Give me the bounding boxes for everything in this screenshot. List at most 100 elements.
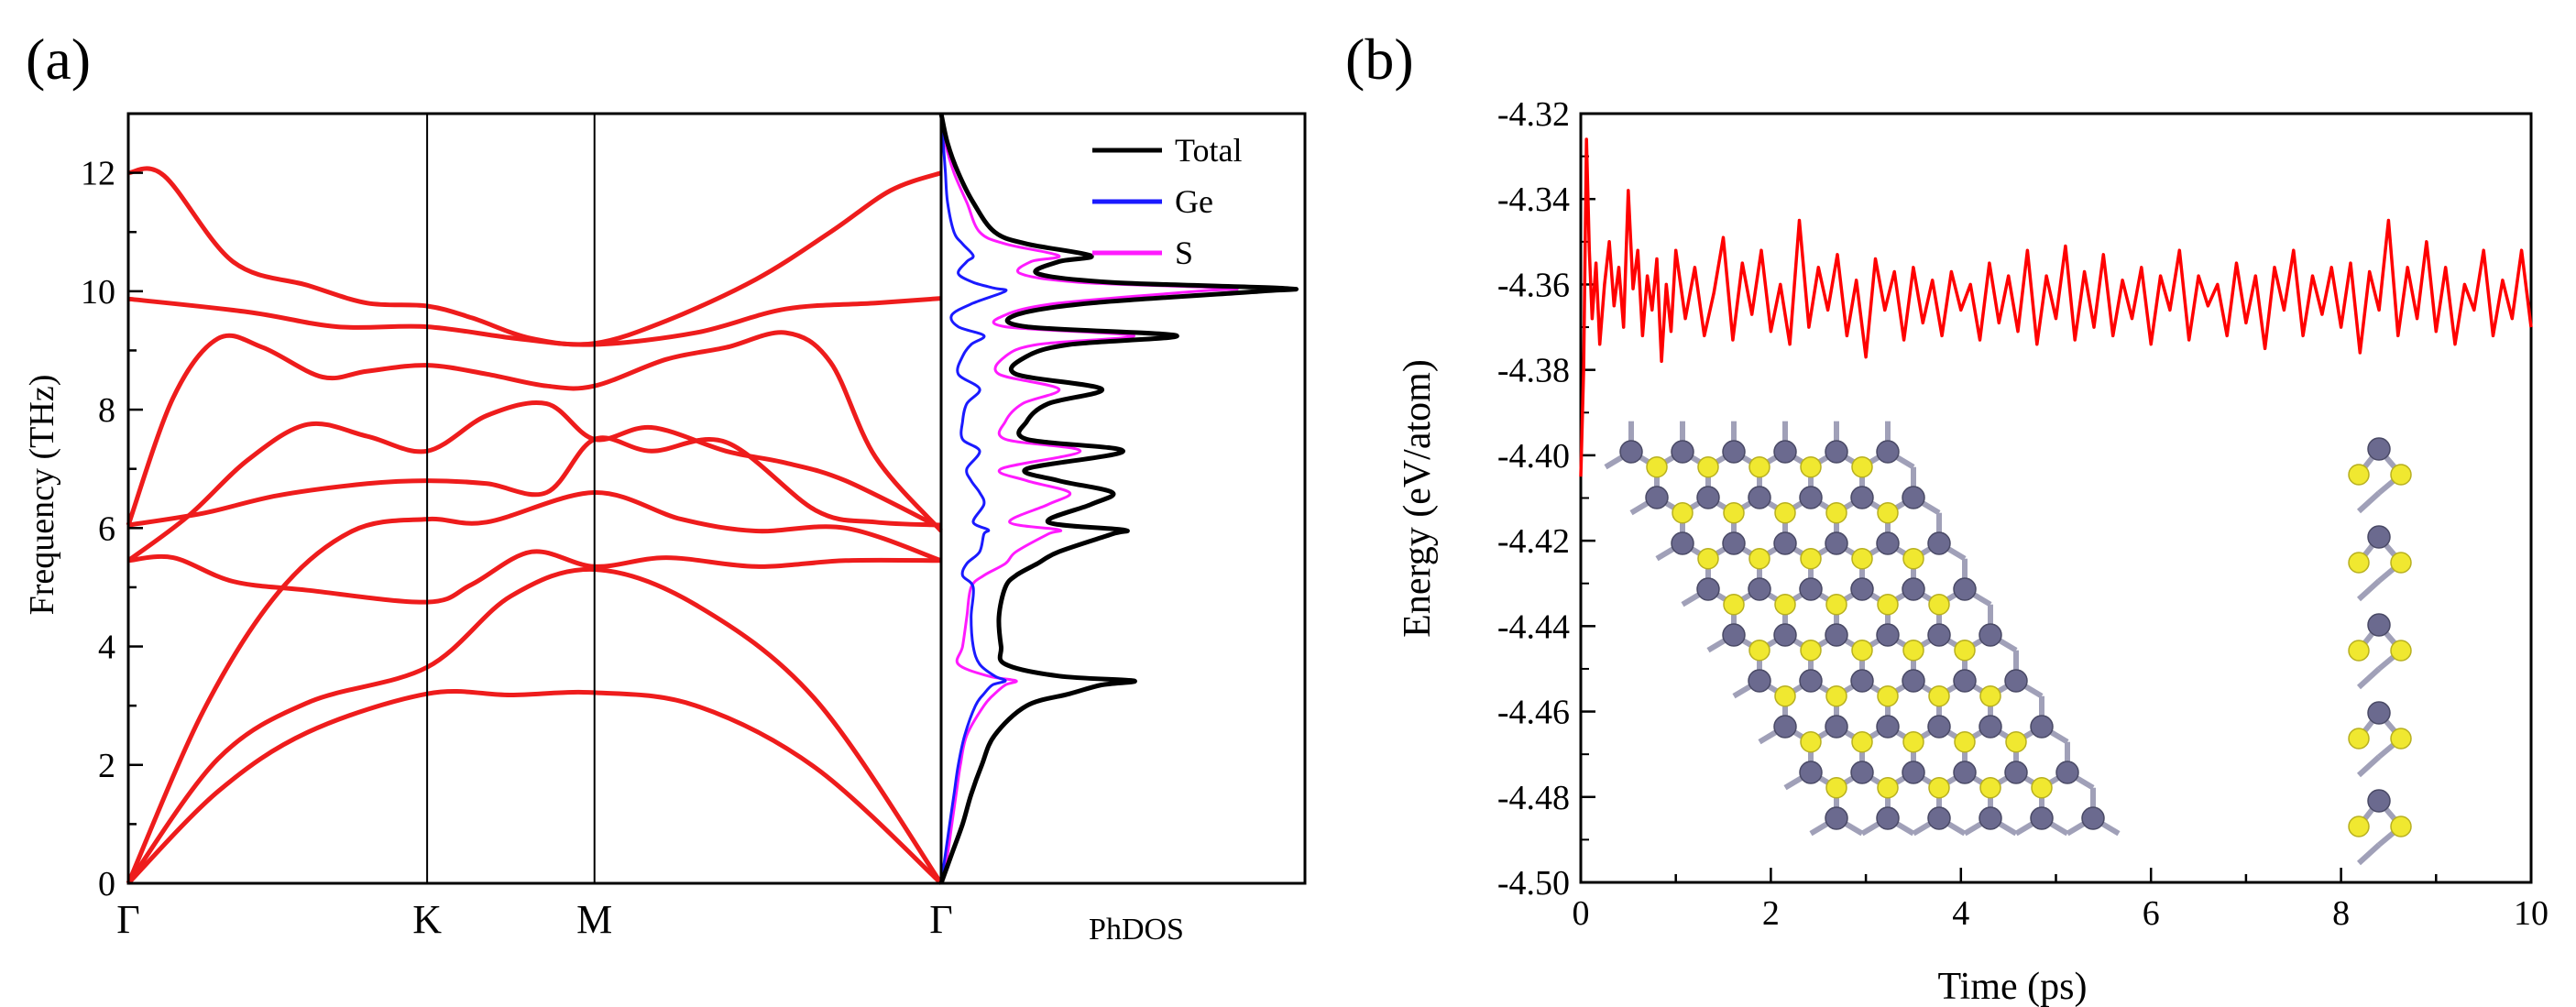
band-O3 — [126, 400, 943, 563]
y-tick-label: 0 — [98, 865, 115, 903]
s-atom — [1902, 730, 1924, 753]
y-tick-label: -4.38 — [1497, 352, 1570, 390]
ge-atom — [1902, 577, 1925, 601]
y-tick-label: 8 — [98, 391, 115, 430]
panel-a-label: (a) — [26, 27, 91, 92]
x-tick-label: 0 — [1573, 894, 1590, 933]
ge-atom — [1799, 486, 1823, 509]
ge-atom — [1722, 531, 1746, 555]
s-atom — [1825, 501, 1847, 524]
s-atom — [1774, 501, 1796, 524]
ge-atom — [1825, 440, 1848, 464]
ge-atom — [2030, 715, 2054, 739]
x-axis-label-b: Time (ps) — [1938, 966, 2088, 1007]
ge-atom — [1876, 806, 1900, 830]
ge-atom — [1953, 761, 1977, 784]
s-atom — [1697, 455, 1719, 478]
kpoint-label: Γ — [929, 897, 952, 942]
ge-atom — [1696, 486, 1720, 509]
kpoint-label: K — [412, 897, 442, 942]
s-atom — [1928, 776, 1950, 799]
x-tick-label: 4 — [1952, 894, 1969, 933]
side-bond — [2356, 842, 2382, 866]
side-s-atom — [2390, 552, 2412, 574]
side-s-atom — [2390, 640, 2412, 662]
s-atom — [1748, 639, 1770, 662]
ge-atom — [1825, 623, 1848, 647]
ge-atom — [1876, 715, 1900, 739]
ge-atom — [1696, 577, 1720, 601]
ge-atom — [1773, 715, 1797, 739]
s-atom — [1723, 593, 1745, 616]
s-atom — [1979, 776, 2001, 799]
side-bond — [2356, 578, 2382, 602]
dos-curve-total — [938, 113, 1299, 884]
y-tick-label: -4.36 — [1497, 266, 1570, 304]
y-tick-label: -4.34 — [1497, 181, 1570, 219]
phdos-curves — [938, 113, 1299, 884]
panel-b: (b) -4.32-4.34-4.36-4.38-4.40-4.42-4.44-… — [1345, 27, 2549, 1007]
y-tick-label: -4.46 — [1497, 694, 1570, 732]
inset-atoms — [1619, 437, 2412, 837]
ge-atom — [1902, 669, 1925, 693]
panel-a-axes: 0 2 4 6 8 10 12 Γ K M Γ — [81, 112, 1307, 942]
s-atom — [1748, 455, 1770, 478]
s-atom — [1825, 776, 1847, 799]
band-lines — [126, 166, 944, 885]
ge-atom — [1927, 531, 1951, 555]
ge-atom — [1825, 531, 1848, 555]
s-atom — [1825, 593, 1847, 616]
band-O6 — [127, 166, 942, 347]
ge-atom — [1927, 623, 1951, 647]
band-TA — [126, 689, 943, 885]
ge-atom — [1927, 715, 1951, 739]
ge-atom — [1748, 669, 1771, 693]
side-bond — [2356, 490, 2382, 514]
ge-atom — [1979, 623, 2002, 647]
ge-atom — [1799, 577, 1823, 601]
y-tick-label: 4 — [98, 629, 115, 667]
y-tick-label: 6 — [98, 509, 115, 548]
y-axis-label-a: Frequency (THz) — [23, 375, 61, 616]
y-tick-label: -4.44 — [1497, 607, 1570, 646]
plot-frame-a — [126, 112, 1307, 885]
side-ge-atom — [2367, 525, 2391, 549]
s-atom — [1748, 547, 1770, 570]
side-ge-atom — [2367, 613, 2391, 637]
s-atom — [1851, 455, 1873, 478]
panel-b-label: (b) — [1345, 27, 1414, 92]
ge-atom — [1799, 669, 1823, 693]
y-tick-label: -4.50 — [1497, 864, 1570, 903]
kpoint-label: M — [576, 897, 612, 942]
ge-atom — [1850, 669, 1874, 693]
y-tick-label: 10 — [81, 273, 115, 312]
ge-atom — [1748, 577, 1771, 601]
ge-atom — [1850, 761, 1874, 784]
side-s-atom — [2348, 728, 2370, 750]
ge-atom — [1902, 761, 1925, 784]
band-LA — [126, 566, 944, 885]
dos-curve-s — [939, 113, 1239, 884]
y-tick-label: 12 — [81, 155, 115, 193]
s-atom — [2005, 730, 2027, 753]
ge-atom — [1722, 623, 1746, 647]
s-atom — [1877, 501, 1899, 524]
phdos-axis-label: PhDOS — [1089, 913, 1184, 947]
ge-atom — [1953, 669, 1977, 693]
ge-atom — [2004, 669, 2028, 693]
crystal-structure-inset — [1604, 421, 2412, 866]
s-atom — [1877, 593, 1899, 616]
ge-atom — [1722, 440, 1746, 464]
side-ge-atom — [2367, 701, 2391, 725]
side-s-atom — [2348, 815, 2370, 837]
ge-atom — [2004, 761, 2028, 784]
ge-atom — [1850, 486, 1874, 509]
ge-atom — [1825, 715, 1848, 739]
ge-atom — [1825, 806, 1848, 830]
s-atom — [1877, 776, 1899, 799]
legend-label-s: S — [1175, 235, 1193, 271]
ge-atom — [1645, 486, 1669, 509]
band-ZA — [126, 489, 942, 884]
s-atom — [1723, 501, 1745, 524]
